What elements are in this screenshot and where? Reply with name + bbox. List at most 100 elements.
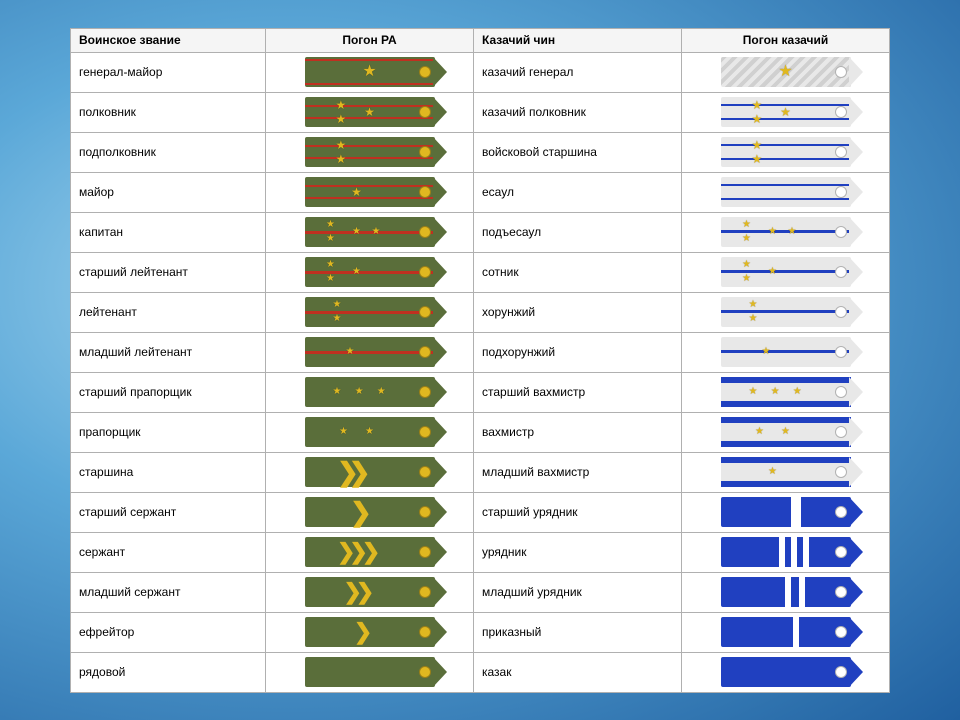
military-rank-cell: полковник (71, 92, 266, 132)
cossack-rank-cell: старший урядник (474, 492, 682, 532)
table-row: рядовойказак (71, 652, 890, 692)
rank-star-icon: ★ (352, 267, 361, 277)
military-rank-cell: сержант (71, 532, 266, 572)
ra-strap-cell (266, 652, 474, 692)
rank-star-icon: ★ (362, 64, 376, 80)
military-rank-cell: ефрейтор (71, 612, 266, 652)
cossack-rank-cell: казачий генерал (474, 52, 682, 92)
rank-star-icon: ★ (351, 186, 362, 198)
rank-star-icon: ★ (742, 220, 751, 230)
header-ra-strap: Погон РА (266, 28, 474, 52)
military-rank-cell: младший лейтенант (71, 332, 266, 372)
rank-chevron-icon: ❯❯ (344, 581, 369, 603)
cossack-rank-cell: младший вахмистр (474, 452, 682, 492)
ra-strap-cell: ★ (266, 52, 474, 92)
strap-button-icon (419, 106, 431, 118)
rank-star-icon: ★ (755, 427, 764, 437)
rank-star-icon: ★ (781, 427, 790, 437)
cossack-rank-cell: сотник (474, 252, 682, 292)
strap-stripe (721, 270, 851, 273)
rank-star-icon: ★ (326, 220, 335, 230)
rank-star-icon: ★ (336, 113, 347, 125)
cossack-rank-cell: младший урядник (474, 572, 682, 612)
strap-button-icon (835, 386, 847, 398)
rank-star-icon: ★ (326, 234, 335, 244)
cossack-rank-cell: приказный (474, 612, 682, 652)
strap-button-icon (419, 146, 431, 158)
rank-star-icon: ★ (355, 387, 364, 397)
rank-star-icon: ★ (762, 347, 771, 357)
shoulder-strap: ★★★ (721, 97, 851, 127)
strap-button-icon (419, 586, 431, 598)
cossack-rank-cell: казак (474, 652, 682, 692)
shoulder-strap: ★★★ (721, 377, 851, 407)
cossack-strap-cell: ★ (682, 332, 890, 372)
strap-button-icon (835, 186, 847, 198)
header-cossack-strap: Погон казачий (682, 28, 890, 52)
ra-strap-cell: ★ (266, 172, 474, 212)
rank-star-icon: ★ (778, 64, 792, 80)
rank-star-icon: ★ (364, 106, 375, 118)
cossack-strap-cell (682, 572, 890, 612)
header-cossack-rank: Казачий чин (474, 28, 682, 52)
table-row: прапорщик★★вахмистр★★ (71, 412, 890, 452)
cossack-strap-cell: ★ (682, 452, 890, 492)
shoulder-strap: ★★★★ (721, 217, 851, 247)
cossack-strap-cell: ★★ (682, 132, 890, 172)
military-rank-cell: прапорщик (71, 412, 266, 452)
shoulder-strap (721, 657, 851, 687)
strap-stripe (721, 457, 851, 463)
strap-cross-stripe (779, 537, 785, 567)
rank-star-icon: ★ (372, 227, 381, 237)
strap-button-icon (419, 466, 431, 478)
rank-star-icon: ★ (742, 260, 751, 270)
table-row: ефрейтор ❯ приказный (71, 612, 890, 652)
shoulder-strap: ★ (721, 57, 851, 87)
strap-cross-stripe (791, 537, 797, 567)
military-rank-cell: майор (71, 172, 266, 212)
strap-stripe (305, 351, 435, 354)
shoulder-strap: ❯❯ (305, 577, 435, 607)
cossack-strap-cell (682, 612, 890, 652)
strap-stripe (305, 185, 435, 187)
table-row: майор ★ есаул (71, 172, 890, 212)
cossack-rank-cell: есаул (474, 172, 682, 212)
shoulder-strap: ★★ (305, 297, 435, 327)
rank-table: Воинское звание Погон РА Казачий чин Пог… (70, 28, 890, 693)
cossack-rank-cell: вахмистр (474, 412, 682, 452)
cossack-rank-cell: войсковой старшина (474, 132, 682, 172)
table-row: старшина❯❯младший вахмистр★ (71, 452, 890, 492)
header-row: Воинское звание Погон РА Казачий чин Пог… (71, 28, 890, 52)
strap-button-icon (835, 586, 847, 598)
cossack-rank-cell: урядник (474, 532, 682, 572)
shoulder-strap: ★★ (305, 137, 435, 167)
shoulder-strap: ❯❯❯ (305, 537, 435, 567)
strap-stripe (721, 310, 851, 313)
shoulder-strap: ★★★ (721, 257, 851, 287)
rank-star-icon: ★ (377, 387, 386, 397)
strap-button-icon (835, 666, 847, 678)
rank-star-icon: ★ (793, 387, 802, 397)
ra-strap-cell: ★ (266, 332, 474, 372)
strap-cross-stripe (791, 497, 801, 527)
table-row: генерал-майор★казачий генерал★ (71, 52, 890, 92)
rank-star-icon: ★ (752, 113, 763, 125)
strap-button-icon (835, 546, 847, 558)
rank-table-container: Воинское звание Погон РА Казачий чин Пог… (70, 28, 890, 693)
cossack-strap-cell: ★★★ (682, 92, 890, 132)
shoulder-strap: ❯ (305, 617, 435, 647)
strap-cross-stripe (793, 617, 799, 647)
cossack-strap-cell: ★★★ (682, 372, 890, 412)
strap-button-icon (419, 186, 431, 198)
shoulder-strap: ★★★ (305, 377, 435, 407)
shoulder-strap: ★★ (305, 417, 435, 447)
strap-cross-stripe (785, 577, 791, 607)
strap-button-icon (419, 226, 431, 238)
ra-strap-cell: ★★ (266, 292, 474, 332)
cossack-strap-cell: ★★★ (682, 252, 890, 292)
ra-strap-cell: ★★ (266, 132, 474, 172)
strap-stripe (721, 158, 851, 160)
shoulder-strap: ★ (305, 337, 435, 367)
shoulder-strap: ★★★★ (305, 217, 435, 247)
rank-chevron-icon: ❯❯ (337, 459, 361, 485)
